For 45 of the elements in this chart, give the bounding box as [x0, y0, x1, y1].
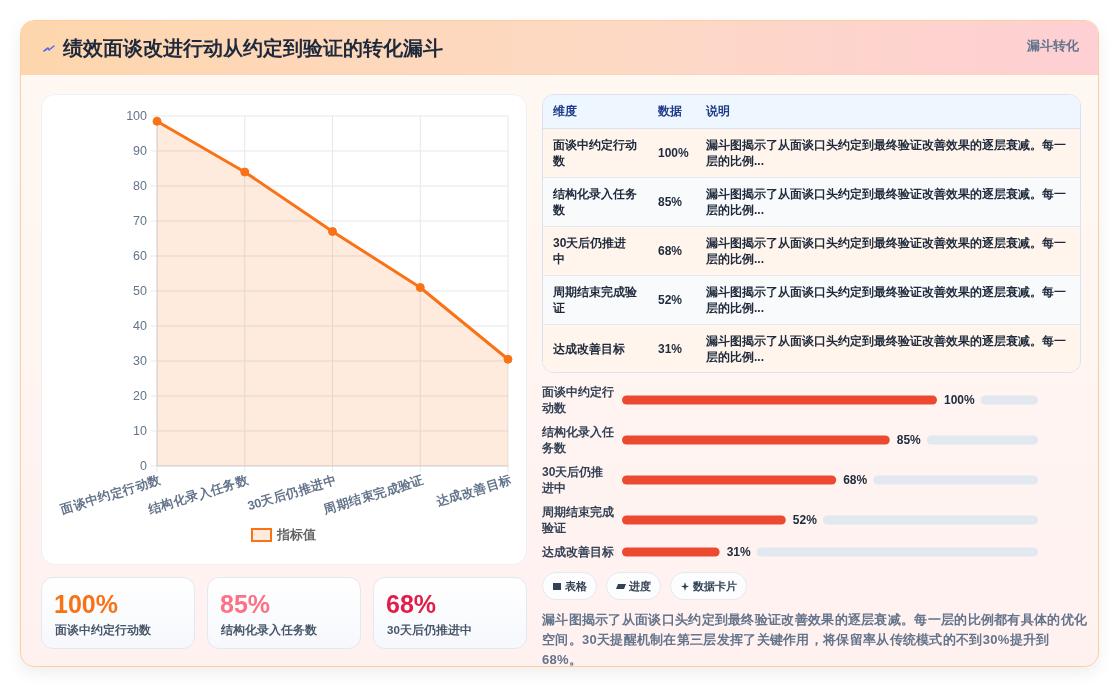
category-label: 30天后仍推进中: [387, 623, 472, 638]
y-tick-label: 70: [133, 214, 148, 228]
y-tick-label: 50: [133, 284, 148, 298]
category-label: 进度: [629, 578, 651, 594]
y-tick-label: 达成改善目标: [542, 544, 615, 560]
y-tick-label: 80: [133, 179, 148, 193]
table-row: 周期结束完成验证 52% 漏斗图揭示了从面谈口头约定到最终验证改善效果的逐层衰减。每一层的比例...: [543, 275, 1080, 324]
bar: [622, 475, 837, 485]
category-label: 结构化录入任务数: [221, 623, 317, 638]
data-label: 68%: [843, 473, 868, 487]
tab-button: 进度: [606, 572, 661, 600]
stat-card: 68% 30天后仍推进中: [373, 577, 527, 649]
bar: [622, 395, 937, 405]
point: [415, 283, 425, 292]
point: [328, 227, 337, 236]
y-tick-label: 结构化录入任务数: [542, 424, 615, 456]
data-label: 31%: [726, 545, 751, 559]
data-label: 85%: [896, 433, 922, 447]
category-label: 数据卡片: [693, 578, 737, 594]
y-tick-label: 面谈中约定行动数: [542, 384, 615, 416]
stat-card: 100% 面谈中约定行动数: [41, 577, 195, 649]
tab-button: 表格: [542, 572, 597, 600]
bar: [622, 435, 890, 445]
table-header-row: 维度 数据 说明: [543, 95, 1080, 128]
point: [503, 354, 513, 364]
text: 漏斗图揭示了从面谈口头约定到最终验证改善效果的逐层衰减。每一层的比例都有具体的优化空间。30天提醒机制在第三层发挥了关键作用，将保留率从传统模式的不到30%提升到68%。: [542, 611, 1088, 668]
table-row: 结构化录入任务数 85% 漏斗图揭示了从面谈口头约定到最终验证改善效果的逐层衰减。每一层的比例...: [543, 177, 1080, 226]
point: [240, 167, 250, 177]
y-tick-label: 100: [126, 109, 148, 123]
y-tick-label: 20: [133, 389, 148, 403]
y-tick-label: 40: [133, 319, 148, 333]
stat-card: 85% 结构化录入任务数: [207, 577, 361, 649]
y-tick-label: 90: [133, 144, 148, 158]
y-tick-label: 10: [133, 424, 148, 438]
legend-label: 指标值: [276, 528, 316, 542]
bar: [622, 515, 786, 525]
y-tick-label: 0: [140, 459, 148, 473]
category-label: 表格: [565, 578, 587, 594]
x-tick-label: 达成改善目标: [433, 471, 514, 510]
data-label: 52%: [792, 513, 818, 527]
header-bar: 绩效面谈改进行动从约定到验证的转化漏斗 漏斗转化: [21, 21, 1098, 75]
tab-button: 数据卡片: [670, 572, 747, 600]
y-tick-label: 60: [133, 249, 148, 263]
y-tick-label: 30: [133, 354, 148, 368]
data-label: 100%: [944, 393, 976, 407]
